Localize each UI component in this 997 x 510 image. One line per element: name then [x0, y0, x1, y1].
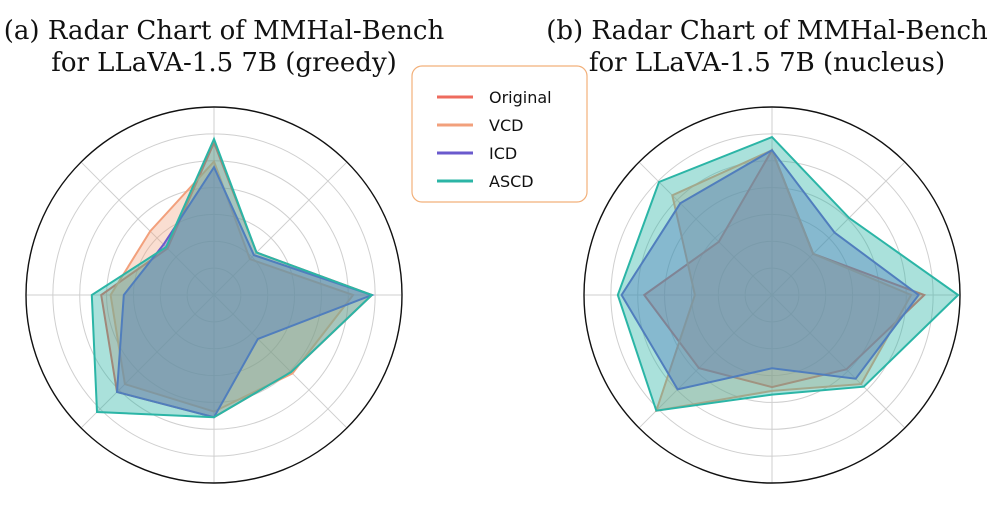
radar-chart-b: (b) Radar Chart of MMHal-Bench for LLaVA…: [546, 16, 988, 484]
legend-item-icd: ICD: [437, 144, 517, 163]
grid-spoke-b-5: [638, 294, 773, 429]
legend-label-icd: ICD: [489, 144, 517, 163]
series-icd-b: [620, 148, 921, 391]
series-ascd-b: [616, 135, 960, 412]
grid-spoke-a-3: [213, 294, 348, 429]
grid-spoke-a-7: [80, 161, 215, 296]
chart-title-a-line1: (a) Radar Chart of MMHal-Bench: [4, 16, 445, 46]
radar-series-a: [90, 136, 375, 419]
chart-title-b-line1: (b) Radar Chart of MMHal-Bench: [546, 16, 988, 46]
legend-item-original: Original: [437, 88, 552, 107]
grid-spoke-b-1: [771, 161, 906, 296]
legend: Original VCD ICD ASCD: [411, 65, 588, 203]
grid-spoke-b-3: [771, 294, 906, 429]
chart-title-b-line2: for LLaVA-1.5 7B (nucleus): [589, 48, 945, 78]
legend-box: [411, 65, 588, 203]
grid-spoke-b-7: [638, 161, 773, 296]
series-ascd-a: [90, 136, 374, 419]
legend-label-original: Original: [489, 88, 552, 107]
grid-spoke-a-1: [213, 161, 348, 296]
series-vcd-a: [109, 159, 355, 413]
grid-spoke-a-5: [80, 294, 215, 429]
radar-grid-b: [583, 106, 961, 484]
chart-title-a-line2: for LLaVA-1.5 7B (greedy): [51, 48, 397, 78]
legend-label-ascd: ASCD: [489, 172, 534, 191]
legend-item-ascd: ASCD: [437, 172, 534, 191]
outer-frame-b: [583, 106, 961, 484]
radar-series-b: [616, 135, 960, 412]
series-vcd-b: [654, 148, 913, 412]
legend-item-vcd: VCD: [437, 116, 523, 135]
radar-chart-a: (a) Radar Chart of MMHal-Bench for LLaVA…: [4, 16, 445, 484]
series-original-b: [642, 147, 927, 389]
legend-label-vcd: VCD: [489, 116, 523, 135]
outer-frame-a: [25, 106, 403, 484]
